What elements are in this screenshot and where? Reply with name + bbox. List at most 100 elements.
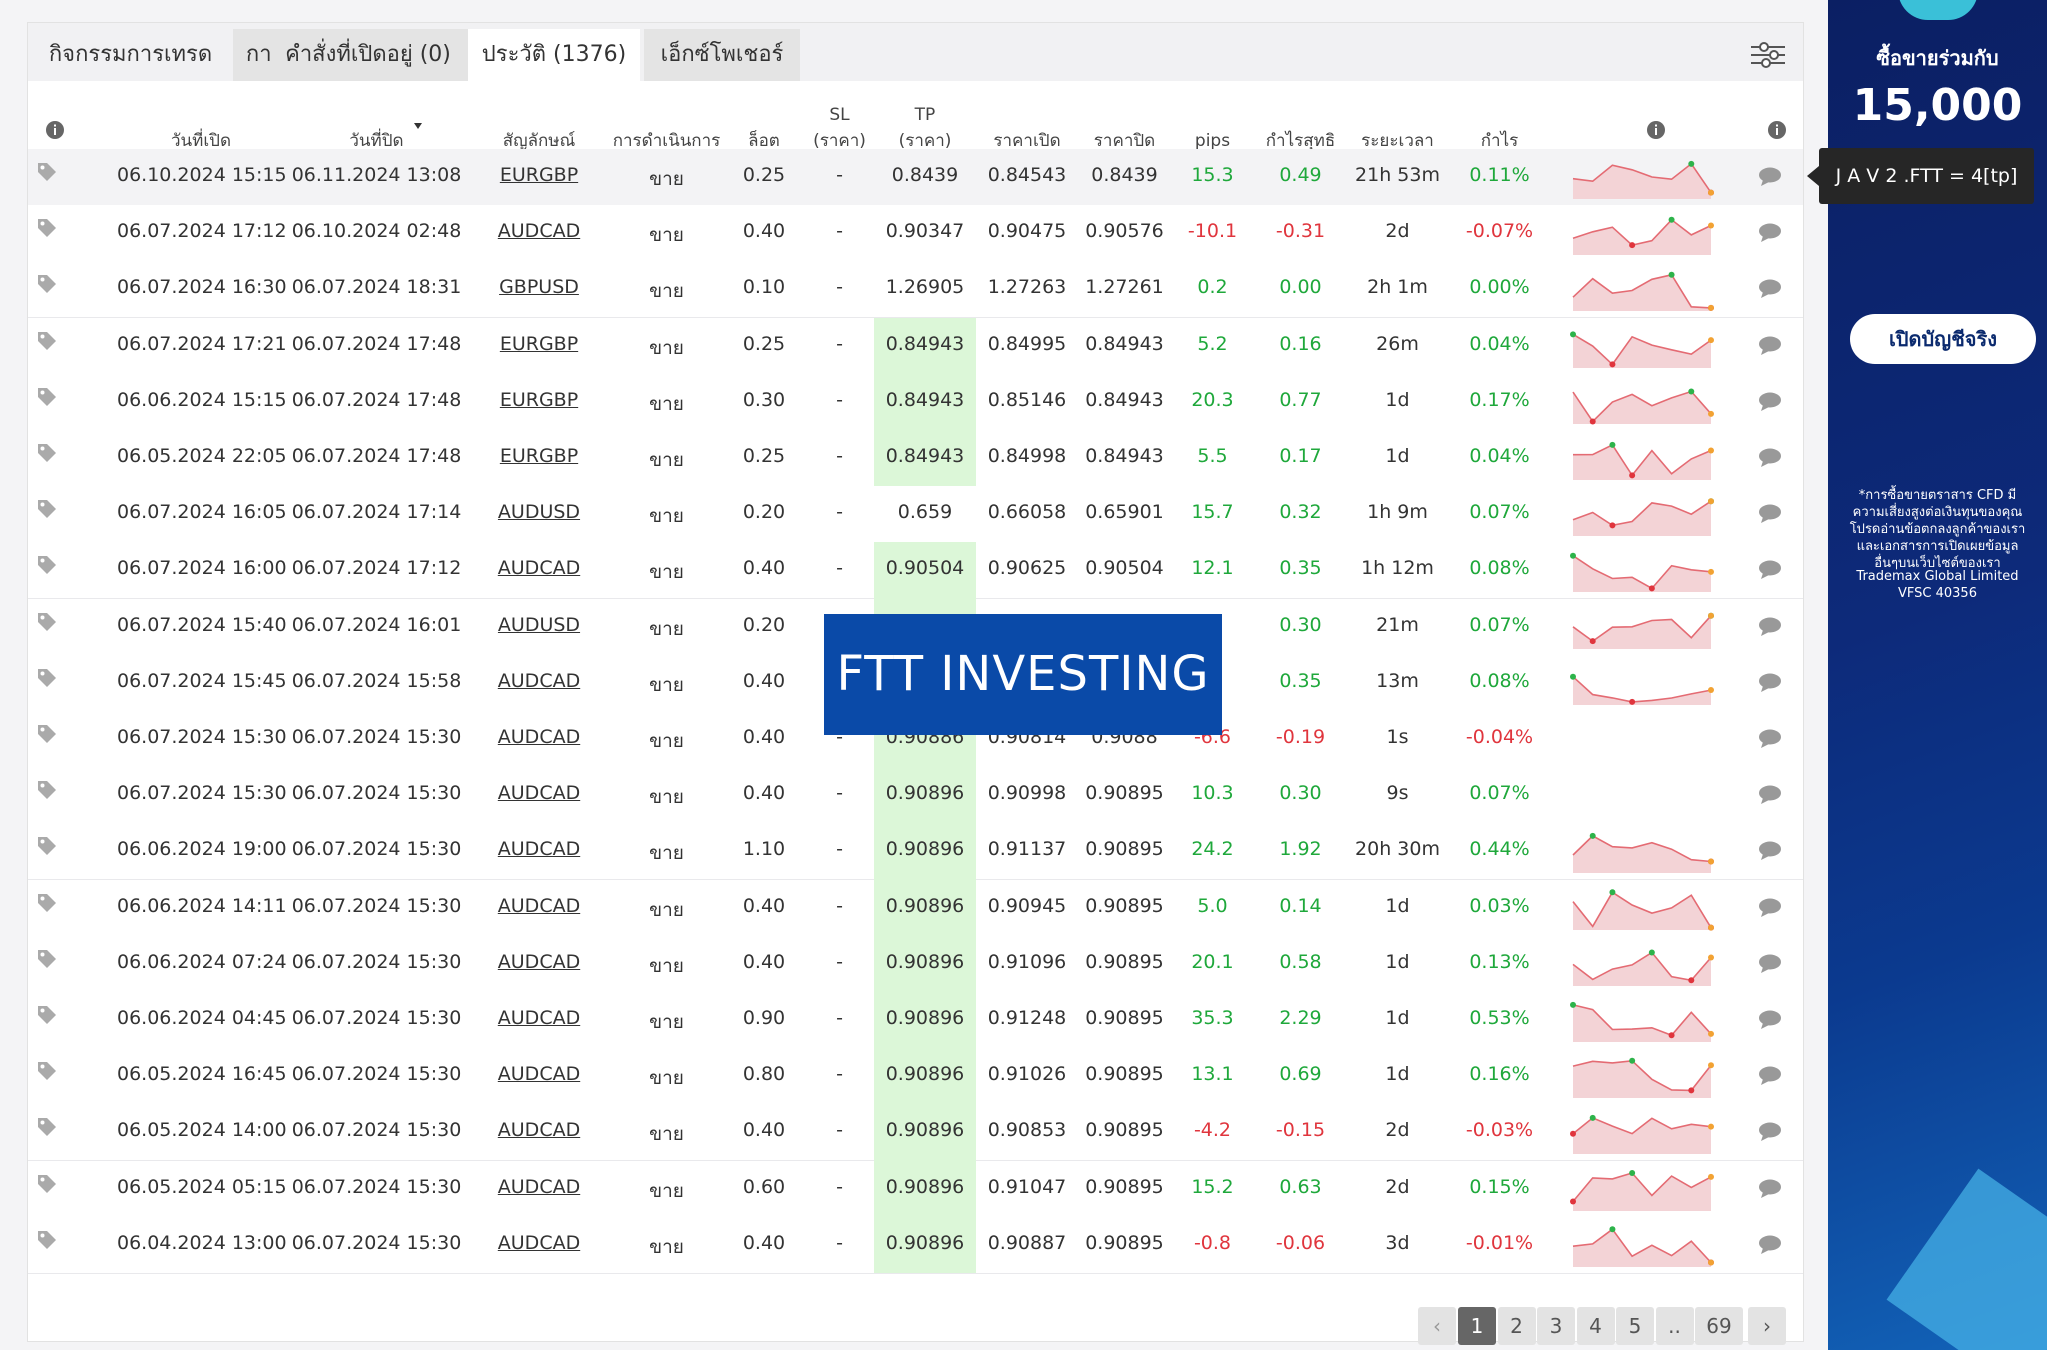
column-header: สัญลักษณ์ (502, 131, 576, 151)
tag-icon (38, 837, 56, 856)
table-cell: 0.66058 (987, 501, 1067, 524)
sparkline (1572, 888, 1714, 931)
table-cell[interactable]: AUDCAD (497, 950, 581, 973)
table-cell: 0.35 (1279, 669, 1322, 692)
table-cell: 06.07.2024 17:14 (291, 501, 462, 524)
table-cell[interactable]: AUDUSD (497, 613, 581, 636)
table-cell[interactable]: AUDCAD (497, 220, 581, 243)
table-cell: 06.07.2024 16:00 (117, 557, 287, 580)
table-cell: 0.25 (742, 445, 786, 467)
table-cell: 0.85146 (987, 388, 1067, 411)
column-header: (ราคา) (898, 131, 952, 151)
table-cell: 0.08% (1469, 557, 1530, 580)
table-cell: 0.17% (1469, 388, 1530, 411)
page-button[interactable]: 3 (1537, 1307, 1575, 1345)
table-cell: 0.90998 (987, 782, 1067, 805)
table-cell: 12.1 (1191, 557, 1234, 580)
table-cell: 06.05.2024 05:15 (117, 1175, 287, 1198)
table-cell: 0.90945 (987, 894, 1067, 917)
table-cell: 0.84943 (1085, 388, 1164, 411)
table-cell: 0.40 (742, 669, 786, 692)
table-cell: 0.17 (1279, 445, 1322, 467)
table-cell[interactable]: AUDUSD (497, 501, 581, 524)
table-cell: 0.25 (742, 164, 786, 186)
table-cell: - (836, 164, 843, 186)
table-cell[interactable]: AUDCAD (497, 782, 581, 805)
table-cell: 0.20 (742, 613, 786, 636)
table-cell[interactable]: AUDCAD (497, 557, 581, 580)
table-cell[interactable]: GBPUSD (499, 276, 579, 299)
table-cell[interactable]: EURGBP (499, 445, 579, 467)
table-cell[interactable]: EURGBP (499, 164, 579, 186)
table-cell: ขาย (649, 280, 684, 303)
sparkline (1572, 949, 1714, 986)
table-cell: 06.07.2024 15:58 (291, 669, 462, 692)
sparkline (1570, 1169, 1714, 1211)
table-cell[interactable]: AUDCAD (497, 1231, 581, 1254)
comment-icon (1759, 167, 1781, 186)
table-cell: 06.07.2024 16:01 (291, 613, 462, 636)
tp-highlight (874, 430, 976, 487)
page-button[interactable]: 4 (1576, 1307, 1615, 1345)
settings-icon (1751, 42, 1785, 68)
column-header: การดำเนินการ (612, 131, 721, 151)
tab[interactable]: กิจกรรมการเทรด (48, 42, 213, 67)
page-button[interactable]: 5 (1616, 1307, 1654, 1345)
prev-page[interactable]: ‹ (1418, 1307, 1456, 1345)
next-page[interactable]: › (1748, 1307, 1786, 1345)
column-header: TP (914, 105, 936, 125)
table-cell: 1d (1385, 1063, 1410, 1086)
table-cell[interactable]: AUDCAD (497, 726, 581, 748)
table-cell[interactable]: AUDCAD (497, 1119, 581, 1142)
comment-icon (1759, 1066, 1781, 1086)
table-cell: - (836, 1175, 843, 1198)
table-cell: 0.63 (1279, 1175, 1322, 1198)
table-cell: 10.3 (1191, 782, 1234, 805)
table-cell: 0.91026 (987, 1063, 1067, 1086)
table-cell[interactable]: AUDCAD (497, 1007, 581, 1029)
sparkline (1572, 272, 1714, 312)
table-cell: ขาย (649, 1179, 684, 1202)
tag-icon (38, 275, 56, 294)
table-cell: 06.07.2024 15:40 (117, 613, 287, 636)
tab[interactable]: เอ็กซ์โพเชอร์ (644, 29, 800, 81)
table-cell: 0.84943 (1085, 332, 1164, 355)
ad-banner[interactable]: ซื้อขายร่วมกับ 15,000 เปิดบัญชีจริง *การซื้… (1828, 0, 2047, 1350)
comment-icon (1759, 729, 1781, 748)
table-cell: 15.2 (1191, 1175, 1234, 1198)
table-cell: - (836, 388, 843, 411)
table-cell: 15.7 (1191, 501, 1234, 524)
table-cell: 2h 1m (1367, 276, 1428, 299)
table-cell[interactable]: AUDCAD (497, 838, 581, 861)
table-row (28, 149, 1803, 206)
table-cell: ขาย (649, 730, 684, 752)
table-cell[interactable]: EURGBP (499, 388, 579, 411)
table-cell[interactable]: AUDCAD (497, 1175, 581, 1198)
table-cell: 20h 30m (1355, 838, 1440, 861)
table-cell[interactable]: AUDCAD (497, 1063, 581, 1086)
page-button[interactable]: 2 (1497, 1307, 1536, 1345)
table-cell: 5.2 (1197, 332, 1228, 355)
table-cell: 0.90895 (1085, 1063, 1164, 1086)
page-button[interactable]: .. (1655, 1307, 1694, 1345)
page-button[interactable]: 69 (1695, 1307, 1743, 1345)
table-cell: - (836, 838, 843, 861)
table-cell[interactable]: AUDCAD (497, 669, 581, 692)
table-cell: 0.90895 (1085, 1175, 1164, 1198)
tab[interactable]: คำสั่งที่เปิดอยู่ (0) (271, 29, 465, 81)
table-cell[interactable]: EURGBP (499, 332, 579, 355)
ad-button[interactable]: เปิดบัญชีจริง (1850, 314, 2036, 364)
tag-icon (38, 949, 56, 968)
tab[interactable]: ประวัติ (1376) (468, 29, 640, 81)
tooltip: J A V 2 .FTT = 4[tp] (1819, 148, 2034, 204)
table-cell[interactable]: AUDCAD (497, 894, 581, 917)
table-cell: 20.3 (1191, 388, 1234, 411)
tag-icon (38, 1230, 56, 1249)
page-button[interactable]: 1 (1458, 1307, 1496, 1345)
ad-icon (1898, 0, 1978, 20)
table-cell: 0.04% (1469, 445, 1530, 467)
table-cell: 0.30 (742, 388, 786, 411)
column-header[interactable]: วันที่ปิด (349, 131, 404, 151)
comment-icon (1759, 954, 1781, 973)
table-cell: -4.2 (1193, 1119, 1232, 1142)
